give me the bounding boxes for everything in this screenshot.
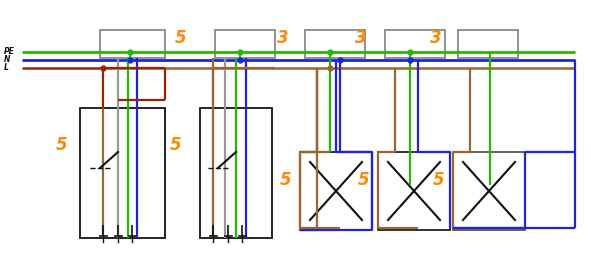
Bar [378,152,450,230]
Bar [305,30,365,58]
Bar [200,108,272,238]
Text: 3: 3 [277,29,289,47]
Bar [385,30,445,58]
Bar [300,152,372,230]
Text: 5: 5 [56,136,68,154]
Text: 5: 5 [170,136,182,154]
Bar [80,108,165,238]
Bar [458,30,518,58]
Bar [215,30,275,58]
Text: 5: 5 [280,171,291,189]
Text: N: N [4,55,11,65]
Text: 5: 5 [358,171,369,189]
Bar [453,152,525,230]
Text: PE: PE [4,47,15,57]
Text: 3: 3 [355,29,366,47]
Text: 5: 5 [433,171,445,189]
Bar [100,30,165,58]
Text: 5: 5 [175,29,186,47]
Text: 3: 3 [430,29,442,47]
Text: L: L [4,64,9,73]
